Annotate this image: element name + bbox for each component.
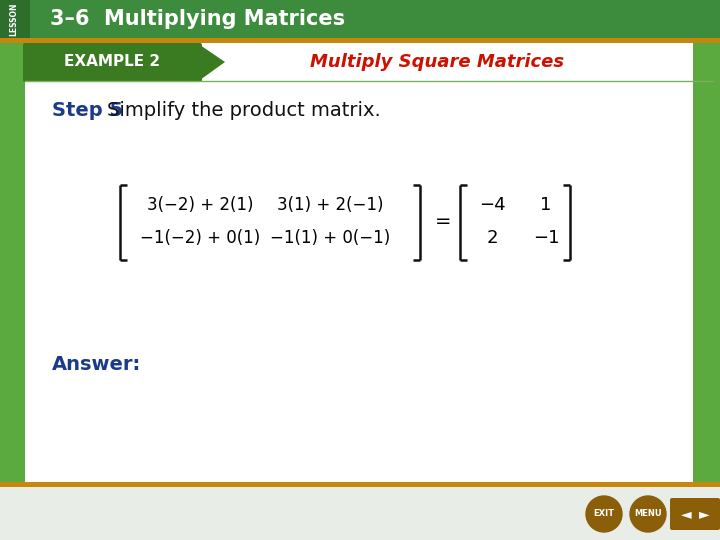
Text: Simplify the product matrix.: Simplify the product matrix.	[107, 100, 381, 119]
Text: LESSON: LESSON	[9, 2, 19, 36]
Text: −4: −4	[479, 196, 505, 214]
Circle shape	[690, 500, 718, 528]
Text: 3–6  Multiplying Matrices: 3–6 Multiplying Matrices	[50, 9, 345, 29]
FancyBboxPatch shape	[0, 0, 720, 38]
Text: =: =	[435, 213, 451, 232]
Circle shape	[586, 496, 622, 532]
Circle shape	[630, 496, 666, 532]
Text: Answer:: Answer:	[52, 355, 141, 375]
Circle shape	[672, 500, 700, 528]
Text: EXAMPLE 2: EXAMPLE 2	[64, 55, 160, 70]
FancyBboxPatch shape	[693, 43, 720, 482]
FancyBboxPatch shape	[25, 43, 713, 482]
Text: ►: ►	[698, 507, 709, 521]
Text: MENU: MENU	[634, 510, 662, 518]
Text: 2: 2	[486, 229, 498, 247]
FancyBboxPatch shape	[0, 482, 720, 487]
FancyBboxPatch shape	[0, 43, 25, 482]
Text: EXIT: EXIT	[593, 510, 614, 518]
Text: Multiply Square Matrices: Multiply Square Matrices	[310, 53, 564, 71]
FancyBboxPatch shape	[23, 43, 202, 82]
Text: Step 5: Step 5	[52, 100, 123, 119]
Text: 3(−2) + 2(1): 3(−2) + 2(1)	[147, 196, 253, 214]
Text: ◄: ◄	[680, 507, 691, 521]
Text: 1: 1	[540, 196, 552, 214]
FancyBboxPatch shape	[0, 0, 30, 38]
Polygon shape	[200, 45, 225, 80]
Text: −1(−2) + 0(1): −1(−2) + 0(1)	[140, 229, 260, 247]
FancyBboxPatch shape	[0, 487, 720, 540]
FancyBboxPatch shape	[670, 498, 720, 530]
Text: 3(1) + 2(−1): 3(1) + 2(−1)	[276, 196, 383, 214]
Text: −1: −1	[533, 229, 559, 247]
Text: −1(1) + 0(−1): −1(1) + 0(−1)	[270, 229, 390, 247]
FancyBboxPatch shape	[0, 38, 720, 43]
